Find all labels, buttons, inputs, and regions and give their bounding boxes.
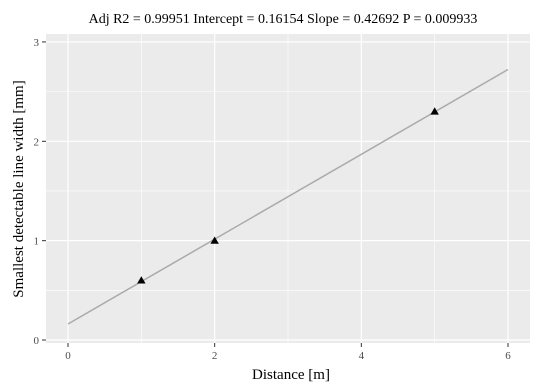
x-tick-label: 4 (359, 350, 365, 362)
y-tick-label: 0 (34, 335, 40, 347)
y-tick-label: 2 (34, 136, 40, 148)
axis-ticks: 0 2 4 6 0 1 2 3 (34, 37, 512, 362)
x-axis-label: Distance [m] (252, 367, 330, 383)
grid (46, 34, 530, 343)
chart-title: Adj R2 = 0.99951 Intercept = 0.16154 Slo… (89, 12, 478, 27)
data-point (137, 276, 146, 284)
y-tick-label: 3 (34, 37, 40, 49)
y-tick-label: 1 (34, 236, 40, 248)
data-points (137, 107, 439, 284)
data-point (210, 236, 219, 244)
x-tick-label: 2 (212, 350, 218, 362)
y-axis-label: Smallest detectable line width [mm] (11, 80, 27, 297)
x-tick-label: 0 (65, 350, 71, 362)
data-point (430, 107, 439, 115)
x-tick-label: 6 (505, 350, 511, 362)
